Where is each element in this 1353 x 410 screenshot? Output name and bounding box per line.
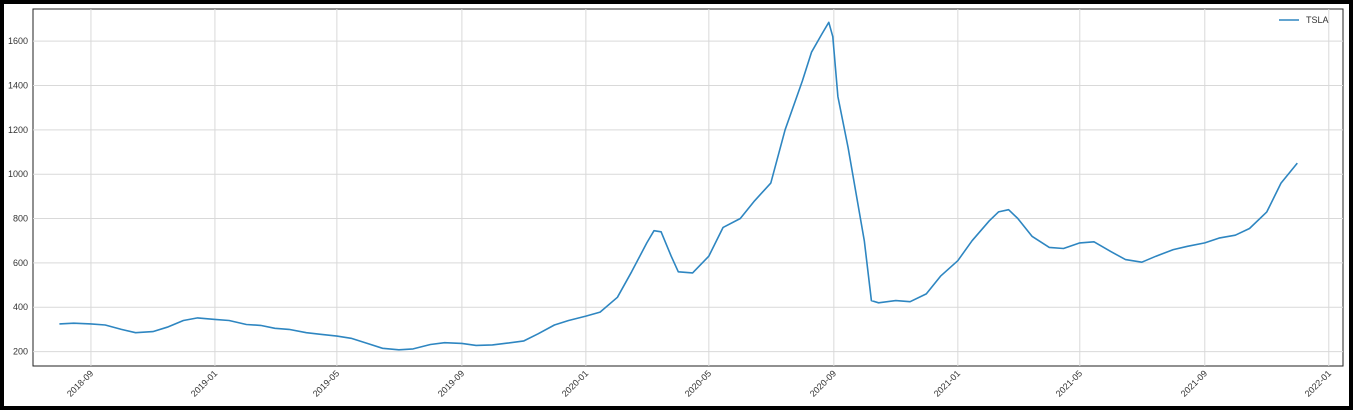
x-tick-label: 2022-01 <box>1303 368 1333 398</box>
gridlines <box>33 9 1343 366</box>
y-tick-label: 1600 <box>8 36 28 46</box>
x-tick-label: 2019-01 <box>189 368 219 398</box>
series-line-tsla <box>59 21 1298 351</box>
x-axis: 2018-09 2019-01 2019-05 2019-09 2020-01 2020-… <box>65 368 1333 398</box>
x-tick-label: 2018-09 <box>65 368 95 398</box>
chart-frame: 200 400 600 800 1000 1200 1400 1600 2018-09 2019… <box>4 4 1349 406</box>
y-tick-label: 1000 <box>8 169 28 179</box>
x-tick-label: 2021-05 <box>1054 368 1084 398</box>
y-tick-label: 800 <box>13 214 28 224</box>
x-tick-label: 2020-01 <box>560 368 590 398</box>
x-tick-label: 2020-05 <box>683 368 713 398</box>
x-tick-label: 2020-09 <box>808 368 838 398</box>
plot-area <box>32 8 1344 367</box>
x-tick-label: 2019-09 <box>436 368 466 398</box>
series-layer <box>59 21 1298 351</box>
y-axis: 200 400 600 800 1000 1200 1400 1600 <box>8 36 28 356</box>
x-tick-label: 2019-05 <box>311 368 341 398</box>
y-tick-label: 1400 <box>8 81 28 91</box>
legend: TSLA <box>1279 15 1329 25</box>
line-chart: 200 400 600 800 1000 1200 1400 1600 2018-09 2019… <box>8 8 1344 399</box>
x-tick-label: 2021-01 <box>932 368 962 398</box>
y-tick-label: 1200 <box>8 125 28 135</box>
legend-label-tsla: TSLA <box>1306 15 1329 25</box>
y-tick-label: 200 <box>13 347 28 357</box>
y-tick-label: 400 <box>13 302 28 312</box>
y-tick-label: 600 <box>13 258 28 268</box>
x-tick-label: 2021-09 <box>1179 368 1209 398</box>
